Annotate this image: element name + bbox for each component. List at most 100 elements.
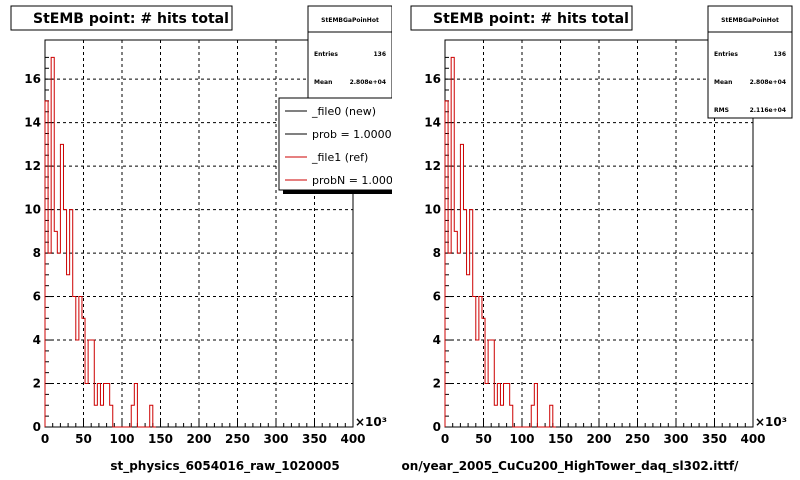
chart-title: StEMB point: # hits total bbox=[433, 11, 629, 27]
x-tick-label-100: 100 bbox=[109, 432, 134, 446]
y-tick-label-10: 10 bbox=[424, 203, 441, 217]
histogram-bin-11 bbox=[479, 297, 482, 427]
x-tick-label-200: 200 bbox=[586, 432, 611, 446]
y-tick-label-6: 6 bbox=[433, 290, 441, 304]
histogram-bin-7 bbox=[67, 275, 70, 427]
stats-name: StEMBGaPoinHot bbox=[321, 17, 379, 24]
legend-entry-3: probN = 1.000000 bbox=[312, 174, 414, 187]
histogram-bin-28 bbox=[131, 405, 134, 427]
x-tick-label-200: 200 bbox=[186, 432, 211, 446]
x-tick-label-400: 400 bbox=[740, 432, 765, 446]
legend-entry-2: _file1 (ref) bbox=[311, 151, 368, 164]
stats-value-mean: 2.808e+04 bbox=[750, 79, 786, 86]
chart-title: StEMB point: # hits total bbox=[33, 11, 229, 27]
x-tick-label-350: 350 bbox=[702, 432, 727, 446]
x-axis-label: st_physics_6054016_raw_1020005 bbox=[110, 459, 339, 474]
x-tick-label-150: 150 bbox=[148, 432, 173, 446]
histogram-bin-28 bbox=[531, 405, 534, 427]
y-tick-label-16: 16 bbox=[24, 72, 41, 86]
histogram-bin-14 bbox=[488, 340, 491, 427]
stats-label-mean: Mean bbox=[314, 79, 332, 86]
x-tick-label-250: 250 bbox=[225, 432, 250, 446]
histogram-bin-7 bbox=[467, 275, 470, 427]
x-tick-label-300: 300 bbox=[663, 432, 688, 446]
histogram-series-ref bbox=[44, 56, 156, 428]
legend-entry-0: _file0 (new) bbox=[311, 105, 376, 118]
y-tick-label-2: 2 bbox=[433, 377, 441, 391]
histogram-bin-34 bbox=[550, 405, 553, 427]
y-tick-label-8: 8 bbox=[433, 246, 441, 260]
grid-lines bbox=[45, 40, 353, 427]
stats-value-entries: 136 bbox=[373, 51, 386, 58]
title-box bbox=[10, 5, 233, 31]
right-histogram-chart: 0 50 100 150 200 250 300 350 400 0 2 4 6 8 10 12 14 16 ×10… bbox=[402, 5, 793, 474]
x-tick-label-250: 250 bbox=[625, 432, 650, 446]
histogram-bin-20 bbox=[507, 384, 510, 427]
y-tick-label-14: 14 bbox=[424, 116, 441, 130]
histogram-bin-19 bbox=[504, 384, 507, 427]
histogram-bin-0 bbox=[445, 101, 448, 427]
histogram-bin-20 bbox=[107, 384, 110, 427]
histogram-bin-1 bbox=[448, 253, 451, 427]
histogram-bin-2 bbox=[451, 57, 454, 427]
histogram-bin-3 bbox=[54, 231, 57, 427]
histogram-bin-0 bbox=[45, 101, 48, 427]
histogram-bin-17 bbox=[497, 384, 500, 427]
histogram-bin-15 bbox=[91, 340, 94, 427]
histogram-bin-34 bbox=[150, 405, 153, 427]
x-axis-label: on/year_2005_CuCu200_HighTower_daq_sl302… bbox=[402, 459, 740, 474]
x-tick-label-400: 400 bbox=[340, 432, 365, 446]
histogram-bin-11 bbox=[79, 297, 82, 427]
y-tick-label-12: 12 bbox=[24, 159, 41, 173]
x-tick-label-150: 150 bbox=[548, 432, 573, 446]
x-tick-label-0: 0 bbox=[441, 432, 449, 446]
histogram-bin-5 bbox=[460, 144, 463, 427]
y-tick-label-4: 4 bbox=[33, 333, 41, 347]
histogram-bin-13 bbox=[485, 384, 488, 427]
histogram-bin-9 bbox=[473, 297, 476, 427]
right-chart-panel: 0 50 100 150 200 250 300 350 400 0 2 4 6 8 10 12 14 16 ×10… bbox=[400, 0, 800, 480]
stats-name: StEMBGaPoinHot bbox=[721, 17, 779, 24]
histogram-bin-8 bbox=[470, 210, 473, 427]
stats-value-entries: 136 bbox=[773, 51, 786, 58]
grid-lines bbox=[445, 40, 753, 427]
y-tick-label-14: 14 bbox=[24, 116, 41, 130]
histogram-bin-21 bbox=[110, 405, 113, 427]
stats-label-entries: Entries bbox=[314, 51, 338, 58]
histogram-bin-12 bbox=[82, 318, 85, 427]
y-tick-label-10: 10 bbox=[24, 203, 41, 217]
histogram-bin-12 bbox=[482, 318, 485, 427]
stats-label-mean: Mean bbox=[714, 79, 732, 86]
x-tick-label-100: 100 bbox=[509, 432, 534, 446]
histogram-bin-6 bbox=[463, 210, 466, 427]
x-exponent-label: ×10³ bbox=[755, 415, 787, 429]
stats-value-rms: 2.116e+04 bbox=[750, 107, 786, 114]
histogram-bin-4 bbox=[57, 253, 60, 427]
histogram-bin-18 bbox=[500, 405, 503, 427]
histogram-bin-21 bbox=[510, 405, 513, 427]
y-tick-label-2: 2 bbox=[33, 377, 41, 391]
y-tick-label-6: 6 bbox=[33, 290, 41, 304]
stats-box bbox=[707, 5, 793, 119]
histogram-bin-18 bbox=[100, 405, 103, 427]
histogram-bin-10 bbox=[476, 340, 479, 427]
histogram-bin-15 bbox=[491, 340, 494, 427]
histogram-bin-14 bbox=[88, 340, 91, 427]
histogram-bin-16 bbox=[94, 405, 97, 427]
histogram-bin-13 bbox=[85, 384, 88, 427]
histogram-bin-8 bbox=[70, 210, 73, 427]
x-tick-label-50: 50 bbox=[75, 432, 92, 446]
stats-label-entries: Entries bbox=[714, 51, 738, 58]
histogram-bin-19 bbox=[104, 384, 107, 427]
left-histogram-chart: 0 50 100 150 200 250 300 350 400 0 2 4 6 8 10 12 14 16 ×10… bbox=[10, 5, 392, 474]
y-tick-label-0: 0 bbox=[433, 420, 441, 434]
histogram-bin-9 bbox=[73, 297, 76, 427]
histogram-bin-4 bbox=[457, 253, 460, 427]
title-box bbox=[410, 5, 633, 31]
stats-value-mean: 2.808e+04 bbox=[350, 79, 386, 86]
histogram-bin-6 bbox=[63, 210, 66, 427]
histogram-bin-29 bbox=[534, 384, 537, 427]
y-tick-label-12: 12 bbox=[424, 159, 441, 173]
histogram-bin-29 bbox=[134, 384, 137, 427]
histogram-bin-2 bbox=[51, 57, 54, 427]
